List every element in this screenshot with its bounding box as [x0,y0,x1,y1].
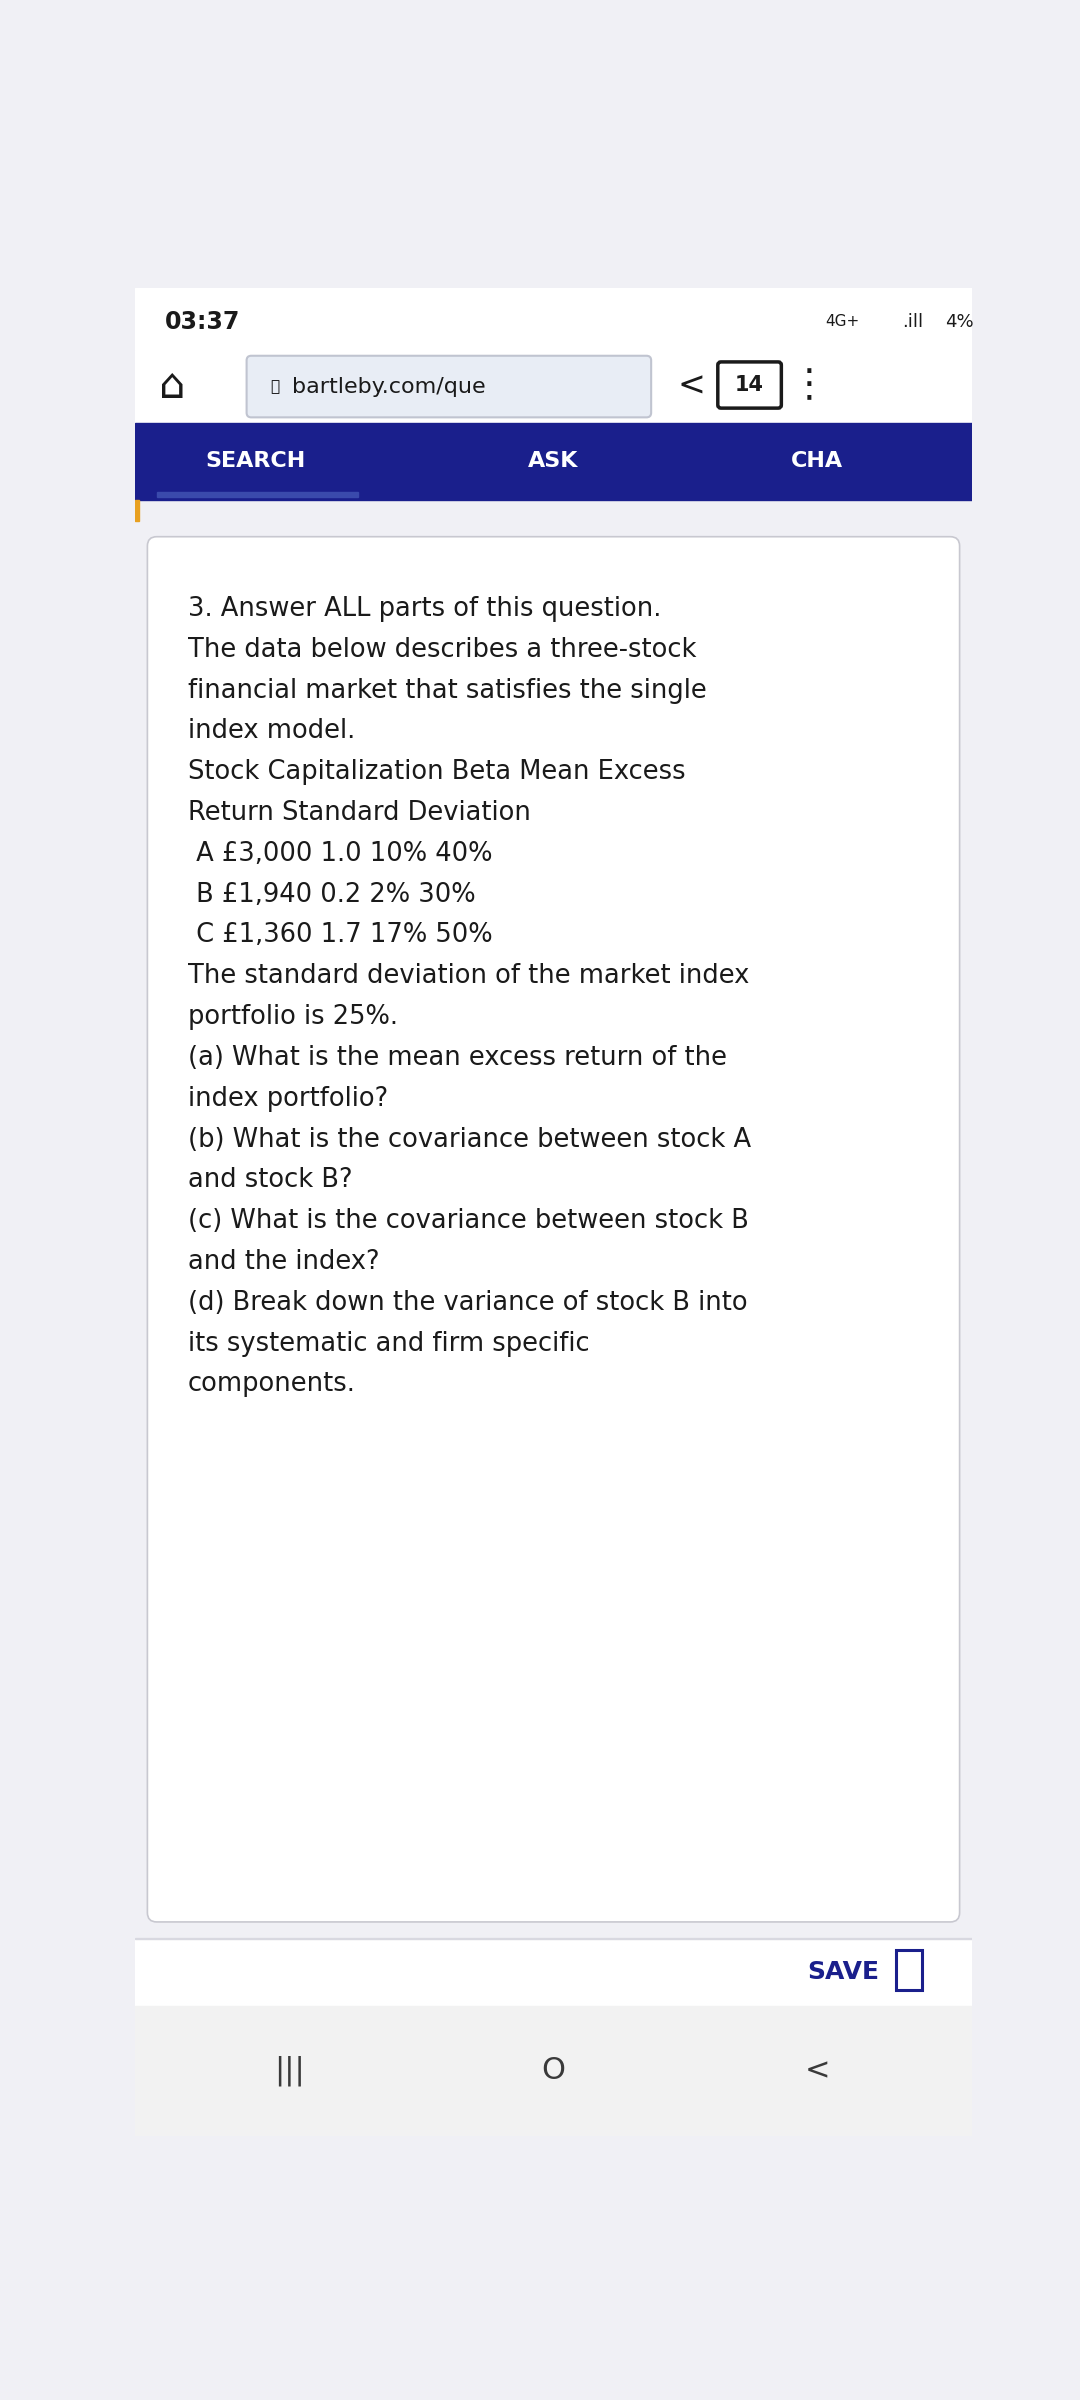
Text: CHA: CHA [791,451,843,470]
Text: SAVE: SAVE [807,1961,879,1985]
Bar [135,422,972,499]
Text: (b) What is the covariance between stock A: (b) What is the covariance between stock… [188,1126,751,1152]
Text: .ill: .ill [902,312,923,331]
Text: The data below describes a three-stock: The data below describes a three-stock [188,636,697,662]
Text: <: < [677,370,705,403]
Text: index portfolio?: index portfolio? [188,1085,388,1111]
Text: portfolio is 25%.: portfolio is 25%. [188,1003,397,1030]
Text: <: < [805,2057,829,2086]
Text: 4%: 4% [945,312,973,331]
Text: The standard deviation of the market index: The standard deviation of the market ind… [188,962,750,989]
Bar [135,288,972,350]
Text: bartleby.com/que: bartleby.com/que [292,377,485,396]
Text: O: O [541,2057,566,2086]
Text: ASK: ASK [528,451,579,470]
FancyBboxPatch shape [246,355,651,418]
Text: index model.: index model. [188,718,355,744]
Bar [135,2006,972,2136]
Text: 🔒: 🔒 [270,379,279,394]
Text: and the index?: and the index? [188,1248,379,1274]
Bar [135,499,972,1932]
Text: B £1,940 0.2 2% 30%: B £1,940 0.2 2% 30% [188,881,475,907]
Bar [135,1939,972,2006]
Text: components.: components. [188,1370,355,1397]
Text: 14: 14 [735,374,764,396]
Text: (c) What is the covariance between stock B: (c) What is the covariance between stock… [188,1207,748,1234]
Bar [135,350,972,422]
Text: ⌂: ⌂ [159,365,186,406]
Bar [896,1951,922,1990]
Text: 03:37: 03:37 [164,310,240,334]
Text: 4G+: 4G+ [825,314,859,329]
Bar [135,499,139,521]
Text: Stock Capitalization Beta Mean Excess: Stock Capitalization Beta Mean Excess [188,758,686,785]
Text: Return Standard Deviation: Return Standard Deviation [188,799,530,826]
FancyBboxPatch shape [147,538,960,1922]
Text: SEARCH: SEARCH [205,451,306,470]
Text: 3. Answer ALL parts of this question.: 3. Answer ALL parts of this question. [188,595,661,622]
Text: (d) Break down the variance of stock B into: (d) Break down the variance of stock B i… [188,1289,747,1315]
Text: A £3,000 1.0 10% 40%: A £3,000 1.0 10% 40% [188,840,492,866]
Text: its systematic and firm specific: its systematic and firm specific [188,1330,590,1356]
Text: C £1,360 1.7 17% 50%: C £1,360 1.7 17% 50% [188,922,492,948]
Text: |||: ||| [274,2057,306,2086]
Text: (a) What is the mean excess return of the: (a) What is the mean excess return of th… [188,1044,727,1070]
FancyBboxPatch shape [718,362,781,408]
Text: and stock B?: and stock B? [188,1166,352,1193]
Text: ⋮: ⋮ [789,367,828,403]
Text: financial market that satisfies the single: financial market that satisfies the sing… [188,677,706,703]
Bar [157,492,359,497]
